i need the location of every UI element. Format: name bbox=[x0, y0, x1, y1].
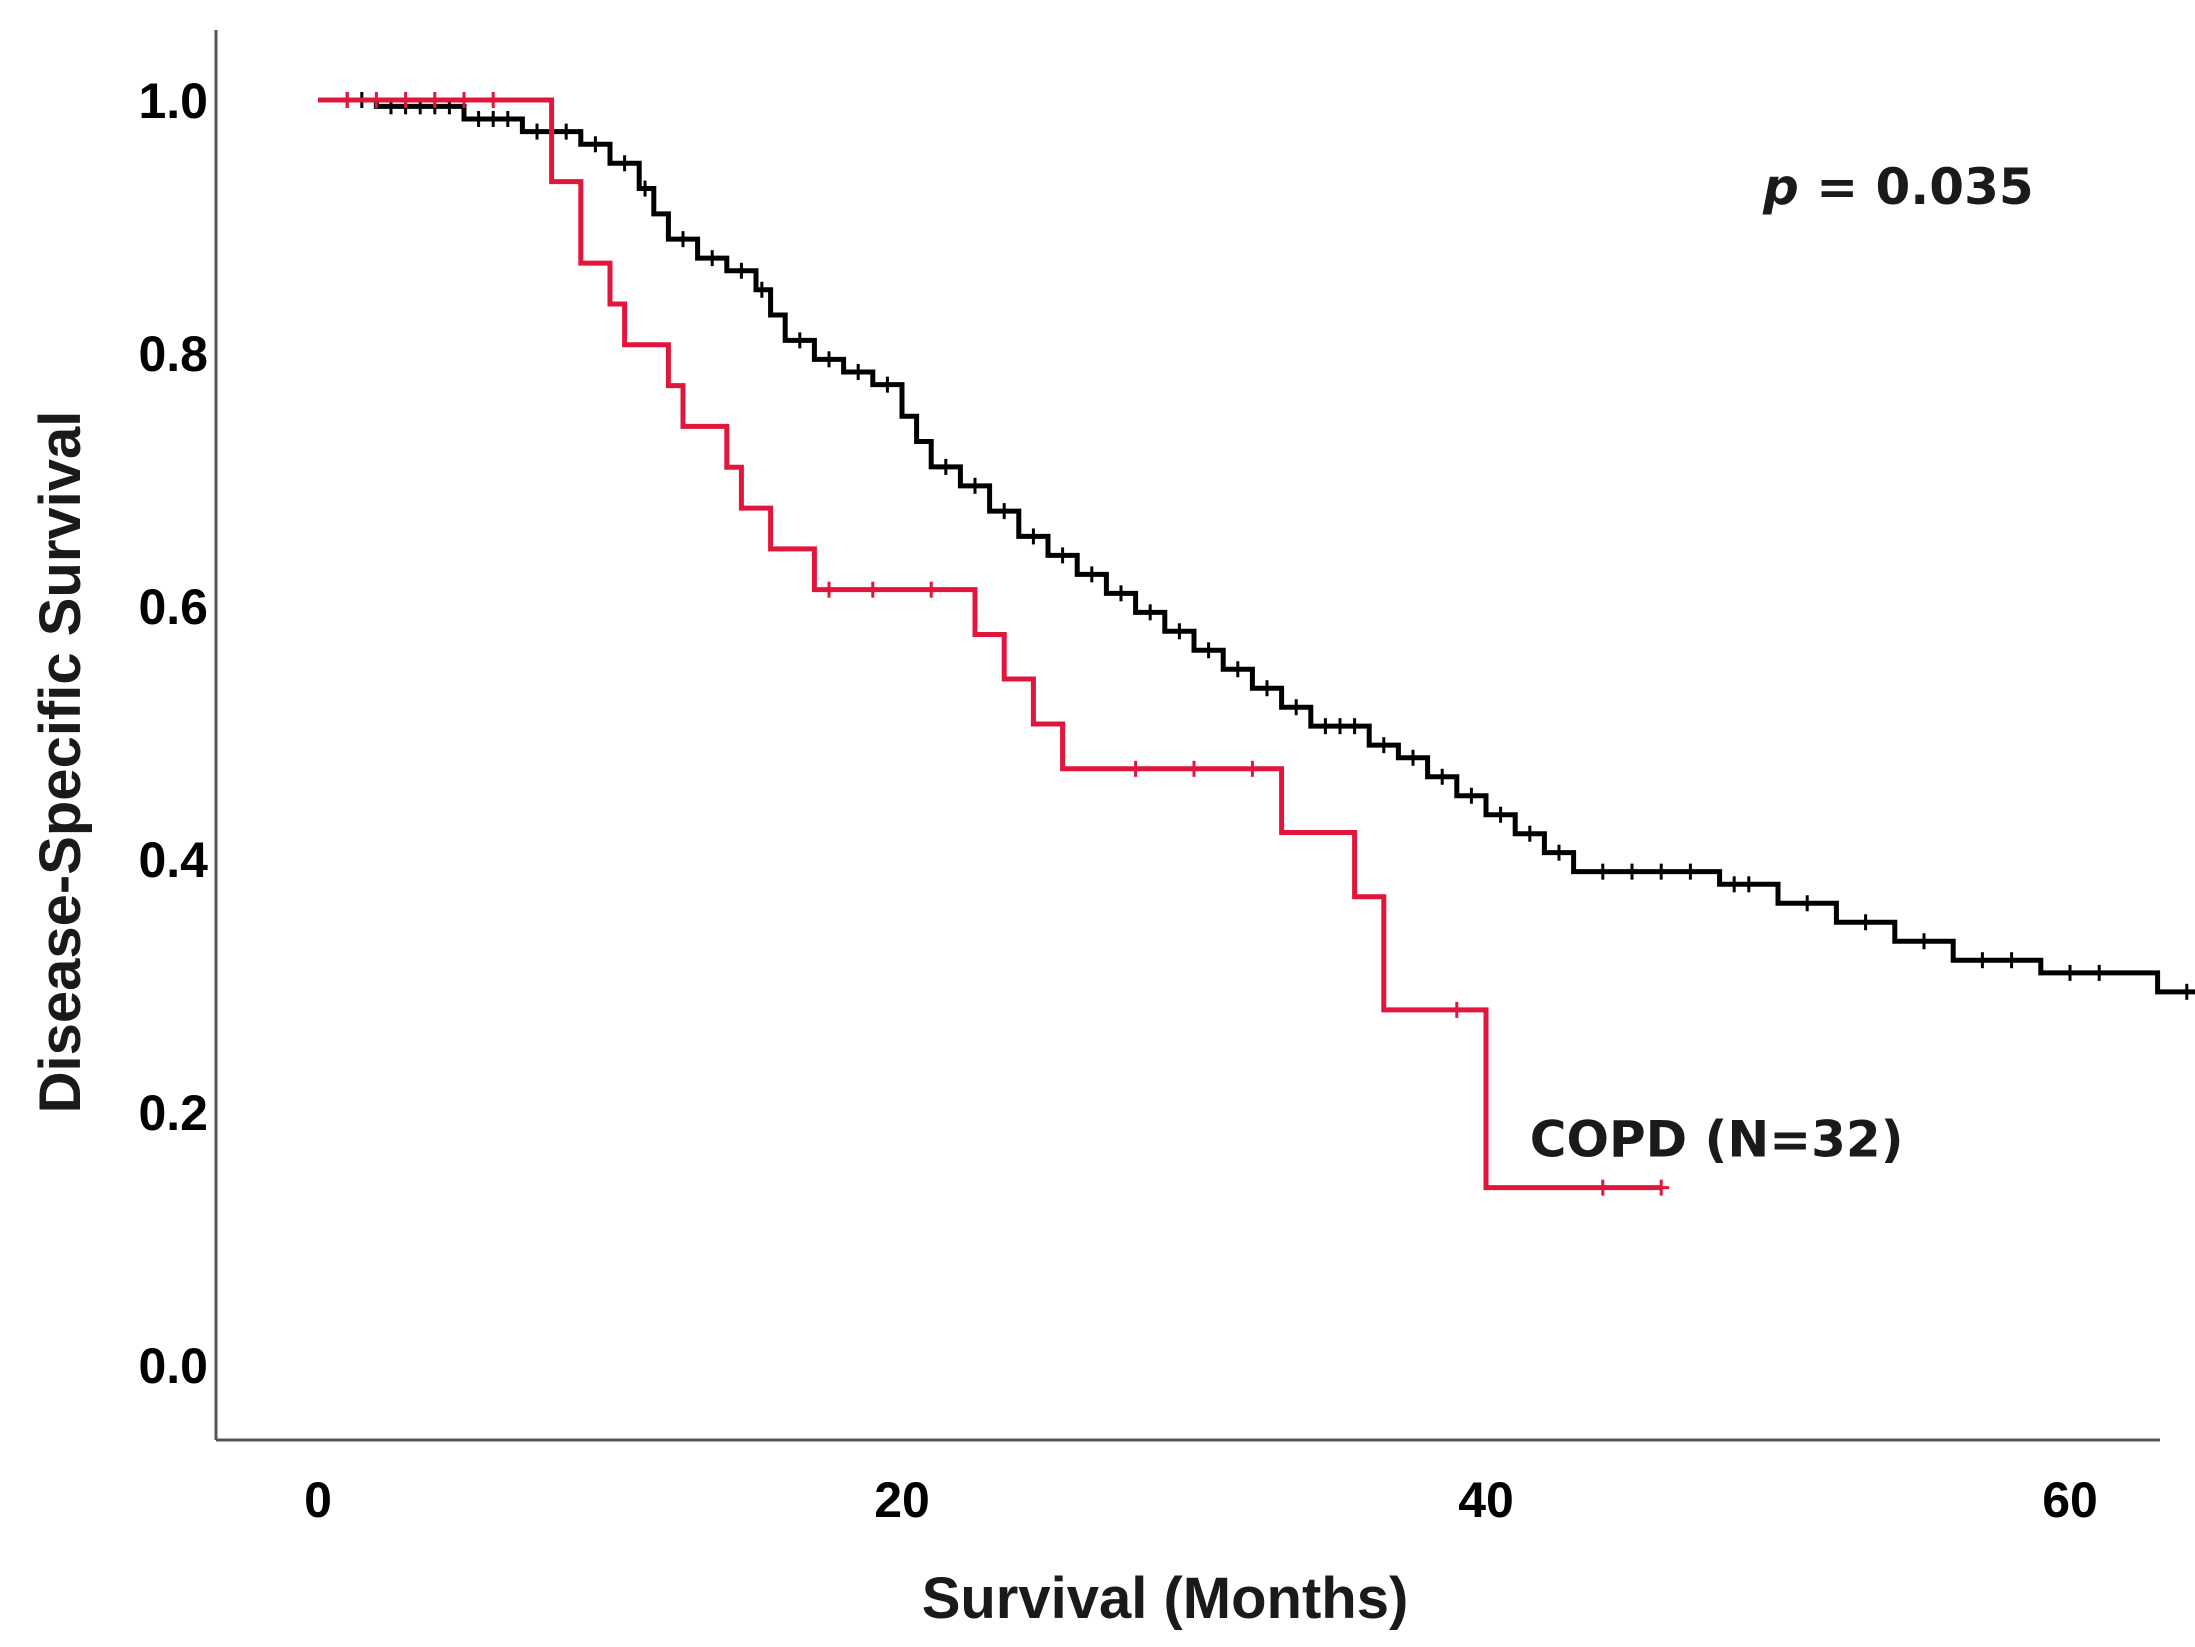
p-value-text: = 0.035 bbox=[1799, 158, 2034, 216]
censor-mark bbox=[485, 92, 502, 108]
p-value-label: p = 0.035 bbox=[1762, 158, 2034, 216]
censor-mark bbox=[485, 110, 502, 127]
censor-mark bbox=[1448, 1001, 1465, 1018]
censor-mark bbox=[1594, 1179, 1611, 1196]
censor-mark bbox=[1799, 895, 1816, 912]
series-copd bbox=[318, 92, 1670, 1196]
censor-mark bbox=[456, 92, 472, 108]
y-tick-label: 0.6 bbox=[138, 579, 208, 635]
survival-curve bbox=[318, 97, 2195, 995]
censor-mark bbox=[733, 262, 750, 279]
censor-mark bbox=[2003, 952, 2020, 969]
censor-mark bbox=[753, 281, 770, 298]
censor-mark bbox=[675, 231, 691, 248]
censor-mark bbox=[1200, 642, 1217, 659]
censor-mark bbox=[1463, 787, 1480, 804]
censor-mark bbox=[1142, 604, 1159, 621]
censor-mark bbox=[850, 363, 867, 380]
y-tick-label: 0.0 bbox=[138, 1338, 208, 1394]
censor-mark bbox=[1624, 863, 1640, 880]
censor-mark bbox=[1375, 737, 1392, 754]
x-axis-ticks: 020406080100120 bbox=[304, 1472, 2098, 1528]
censor-mark bbox=[864, 581, 881, 598]
series-no-copd bbox=[318, 92, 2195, 1000]
y-axis-title: Disease-Specific Survival bbox=[28, 411, 93, 1114]
censor-mark bbox=[1434, 768, 1451, 785]
copd-label: COPD (N=32) bbox=[1530, 1110, 1904, 1168]
censor-mark bbox=[1127, 760, 1144, 777]
series-layer bbox=[318, 92, 2195, 1196]
censor-mark bbox=[1317, 718, 1334, 735]
censor-mark bbox=[426, 92, 443, 108]
censor-mark bbox=[339, 92, 356, 108]
censor-mark bbox=[397, 92, 414, 108]
x-tick-label: 0 bbox=[304, 1472, 332, 1528]
censor-mark bbox=[1083, 566, 1100, 583]
censor-mark bbox=[704, 250, 721, 267]
censor-mark bbox=[1244, 760, 1261, 777]
censor-mark bbox=[1653, 863, 1670, 880]
censor-mark bbox=[1521, 825, 1538, 842]
censor-mark bbox=[1857, 914, 1874, 931]
axes bbox=[214, 30, 2160, 1442]
censor-mark bbox=[821, 581, 837, 598]
x-axis-title: Survival (Months) bbox=[922, 1566, 1409, 1631]
censor-mark bbox=[1346, 718, 1363, 735]
censor-mark bbox=[2178, 983, 2195, 1000]
censor-mark bbox=[879, 376, 896, 393]
censor-mark bbox=[558, 123, 575, 140]
censor-mark bbox=[529, 123, 545, 140]
censor-mark bbox=[1332, 718, 1348, 735]
censor-mark bbox=[1229, 661, 1246, 678]
x-tick-label: 40 bbox=[1458, 1472, 1514, 1528]
censor-mark bbox=[1653, 1179, 1670, 1196]
censor-mark bbox=[1186, 760, 1202, 777]
censor-mark bbox=[791, 332, 808, 349]
censor-mark bbox=[616, 155, 633, 172]
censor-mark bbox=[1974, 952, 1991, 969]
censor-mark bbox=[637, 180, 654, 197]
censor-mark bbox=[1492, 806, 1509, 823]
censor-mark bbox=[1405, 749, 1421, 766]
y-axis-ticks: 0.0 0.2 0.4 0.6 0.8 1.0 bbox=[138, 73, 208, 1394]
annotation-layer: No COPD (N=292)COPD (N=32) bbox=[1530, 1110, 1904, 1168]
censor-mark bbox=[1171, 623, 1188, 640]
x-tick-label: 60 bbox=[2042, 1472, 2098, 1528]
censor-mark bbox=[1025, 528, 1042, 545]
censor-mark bbox=[1113, 585, 1129, 602]
censor-mark bbox=[821, 351, 837, 368]
y-tick-label: 1.0 bbox=[138, 73, 208, 129]
y-tick-label: 0.4 bbox=[138, 832, 208, 888]
censor-mark bbox=[1054, 547, 1071, 564]
censor-mark bbox=[1259, 680, 1275, 697]
y-tick-label: 0.2 bbox=[138, 1085, 208, 1141]
censor-mark bbox=[1682, 863, 1699, 880]
x-tick-label: 20 bbox=[874, 1472, 930, 1528]
censor-mark bbox=[368, 92, 385, 108]
censor-mark bbox=[1551, 844, 1567, 861]
censor-mark bbox=[2062, 964, 2078, 981]
p-value-symbol: p bbox=[1762, 158, 1799, 216]
censor-mark bbox=[937, 458, 954, 475]
censor-mark bbox=[1916, 933, 1932, 950]
censor-mark bbox=[1288, 699, 1305, 716]
censor-mark bbox=[587, 136, 604, 153]
censor-mark bbox=[499, 110, 516, 127]
censor-mark bbox=[1740, 876, 1757, 893]
censor-mark bbox=[923, 581, 940, 598]
censor-mark bbox=[996, 503, 1013, 520]
censor-mark bbox=[2091, 964, 2108, 981]
y-tick-label: 0.8 bbox=[138, 326, 208, 382]
censor-mark bbox=[1594, 863, 1611, 880]
censor-mark bbox=[1726, 876, 1743, 893]
censor-mark bbox=[470, 110, 487, 127]
survival-curve bbox=[318, 97, 1662, 1191]
censor-mark bbox=[967, 477, 983, 494]
